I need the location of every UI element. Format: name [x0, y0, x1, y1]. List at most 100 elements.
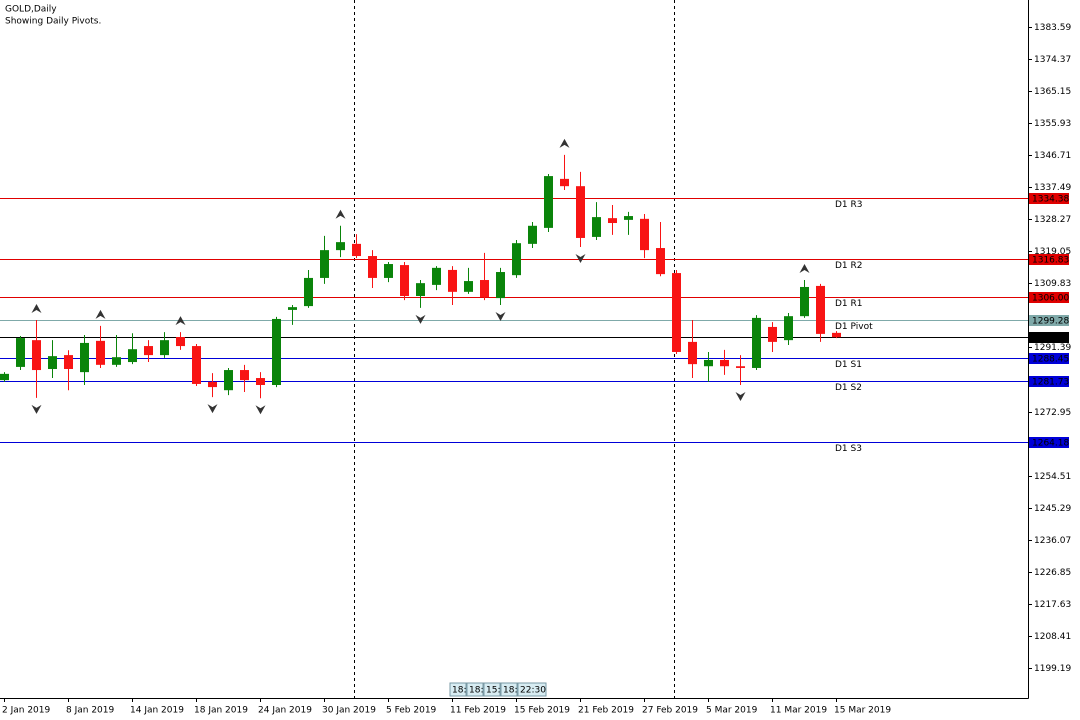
candle-body	[96, 340, 105, 365]
x-tick-label: 11 Feb 2019	[450, 706, 506, 716]
candle-body	[528, 225, 537, 244]
candle-body	[608, 218, 617, 224]
session-box	[517, 682, 547, 697]
x-tick-label: 8 Jan 2019	[66, 706, 114, 716]
candle-body	[672, 273, 681, 352]
pivot-label: D1 R2	[835, 261, 863, 271]
candle-body	[224, 370, 233, 391]
pivot-label: D1 S2	[835, 383, 862, 393]
candle-body	[112, 357, 121, 365]
y-tick-label: 1319.05	[1034, 247, 1071, 257]
candle-body	[736, 366, 745, 368]
candle-body	[720, 359, 729, 367]
y-tick-label: 1226.85	[1034, 568, 1071, 578]
y-tick-label: 1365.15	[1034, 87, 1071, 97]
fractal-up	[95, 309, 106, 319]
session-time: 18:	[469, 686, 483, 696]
y-tick-label: 1199.19	[1034, 664, 1071, 674]
candle-body	[592, 217, 601, 237]
candle-body	[336, 242, 345, 251]
price-tag-label: 1306.00	[1032, 294, 1069, 304]
price-tag-label: 1299.28	[1032, 317, 1069, 327]
candle-body	[240, 370, 249, 381]
price-tag	[1029, 193, 1069, 204]
fractal-up	[31, 303, 42, 313]
price-tag	[1029, 315, 1069, 326]
session-time: 22:30	[520, 686, 546, 696]
candle-body	[128, 349, 137, 363]
fractal-down	[207, 404, 218, 414]
x-tick-label: 11 Mar 2019	[770, 706, 827, 716]
candle-body	[640, 218, 649, 251]
candle-body	[192, 346, 201, 384]
fractal-down	[255, 405, 266, 415]
x-tick-label: 15 Mar 2019	[834, 706, 891, 716]
x-tick-label: 2 Jan 2019	[2, 706, 50, 716]
candle-body	[144, 346, 153, 356]
candle-body	[560, 178, 569, 187]
y-tick-label: 1254.51	[1034, 472, 1071, 482]
price-tag-label: 1288.45	[1032, 355, 1069, 365]
price-tag	[1029, 437, 1069, 448]
candle-body	[352, 243, 361, 257]
candle-body	[480, 280, 489, 298]
y-tick-label: 1337.49	[1034, 183, 1071, 193]
pivot-label: D1 S3	[835, 444, 862, 454]
candle-body	[208, 381, 217, 388]
candle-body	[416, 283, 425, 297]
y-tick-label: 1328.27	[1034, 215, 1071, 225]
candle-body	[464, 281, 473, 292]
candle-body	[768, 326, 777, 342]
candle-body	[704, 359, 713, 367]
pivot-label: D1 Pivot	[835, 322, 873, 332]
session-time: 18:	[503, 686, 517, 696]
candle-body	[256, 378, 265, 385]
y-tick-label: 1217.63	[1034, 600, 1071, 610]
candle-body	[64, 355, 73, 370]
candle-body	[176, 337, 185, 347]
x-tick-label: 24 Jan 2019	[258, 706, 312, 716]
candle-body	[304, 277, 313, 307]
chart-subtitle: Showing Daily Pivots.	[5, 17, 101, 27]
fractal-down	[495, 312, 506, 322]
candle-body	[160, 340, 169, 356]
candle-body	[752, 317, 761, 368]
price-tag-label: 1334.38	[1032, 195, 1069, 205]
candle-body	[576, 186, 585, 238]
fractal-up	[799, 264, 810, 274]
candle-body	[80, 342, 89, 373]
x-tick-label: 18 Jan 2019	[194, 706, 248, 716]
fractal-down	[31, 404, 42, 414]
candle-body	[800, 286, 809, 317]
y-tick-label: 1383.59	[1034, 23, 1071, 33]
y-tick-label: 1208.41	[1034, 632, 1071, 642]
pivot-label: D1 R1	[835, 299, 863, 309]
pivot-label: D1 R3	[835, 200, 863, 210]
candle-body	[320, 250, 329, 278]
candle-body	[512, 243, 521, 276]
candle-body	[384, 264, 393, 278]
candle-body	[400, 265, 409, 297]
candle-body	[624, 216, 633, 220]
candle-body	[816, 285, 825, 334]
candle-body	[544, 176, 553, 228]
x-tick-label: 21 Feb 2019	[578, 706, 634, 716]
fractal-down	[735, 391, 746, 401]
candle-body	[656, 248, 665, 275]
price-tag	[1029, 353, 1069, 364]
y-tick-label: 1346.71	[1034, 151, 1071, 161]
y-tick-label: 1309.83	[1034, 279, 1071, 289]
candle-body	[32, 340, 41, 371]
candle-body	[48, 356, 57, 370]
x-tick-label: 5 Mar 2019	[706, 706, 758, 716]
session-box	[500, 682, 518, 697]
candle-body	[368, 256, 377, 278]
y-tick-label: 1245.29	[1034, 504, 1071, 514]
session-time: 15:	[486, 686, 500, 696]
y-tick-label: 1355.93	[1034, 119, 1071, 129]
session-box	[449, 682, 467, 697]
last-price-tag	[1029, 332, 1069, 343]
fractal-down	[415, 314, 426, 324]
